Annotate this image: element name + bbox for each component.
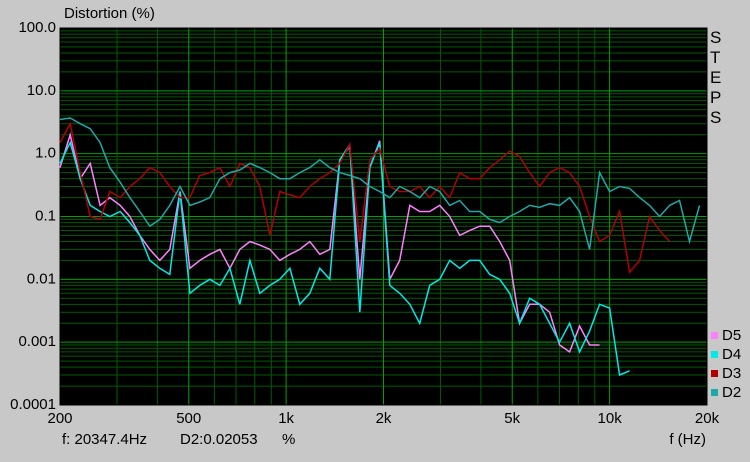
series-line <box>59 131 600 354</box>
series-line <box>59 117 701 250</box>
y-tick-label: 10.0 <box>27 82 56 99</box>
y-tick-label: 100.0 <box>18 19 56 36</box>
y-tick-label: 0.001 <box>18 333 56 350</box>
cursor-unit: % <box>282 431 295 448</box>
legend-swatch <box>711 389 718 396</box>
legend-swatch <box>711 332 718 339</box>
legend-label: D5 <box>722 327 741 344</box>
x-tick-label: 5k <box>504 410 520 427</box>
x-tick-label: 1k <box>278 410 294 427</box>
cursor-value: D2:0.02053 <box>180 431 258 448</box>
side-label[interactable]: STEPS <box>710 28 722 127</box>
legend-swatch <box>711 351 718 358</box>
y-tick-label: 0.01 <box>27 270 56 287</box>
legend-label: D2 <box>722 384 741 401</box>
y-tick-label: 0.1 <box>35 207 56 224</box>
y-tick-label: 1.0 <box>35 145 56 162</box>
legend-swatch <box>711 370 718 377</box>
series-line <box>59 121 671 274</box>
x-tick-label: 20k <box>695 410 720 427</box>
series-line <box>59 140 630 377</box>
y-tick-label: 0.0001 <box>10 396 56 413</box>
cursor-frequency: f: 20347.4Hz <box>62 431 147 448</box>
legend-label: D4 <box>722 346 741 363</box>
x-tick-label: 2k <box>376 410 392 427</box>
x-tick-label: 500 <box>176 410 201 427</box>
legend-label: D3 <box>722 365 741 382</box>
x-tick-label: 10k <box>598 410 623 427</box>
chart-title: Distortion (%) <box>64 5 155 22</box>
x-axis-label: f (Hz) <box>669 431 706 448</box>
x-tick-label: 200 <box>47 410 72 427</box>
plot-border <box>59 27 708 406</box>
